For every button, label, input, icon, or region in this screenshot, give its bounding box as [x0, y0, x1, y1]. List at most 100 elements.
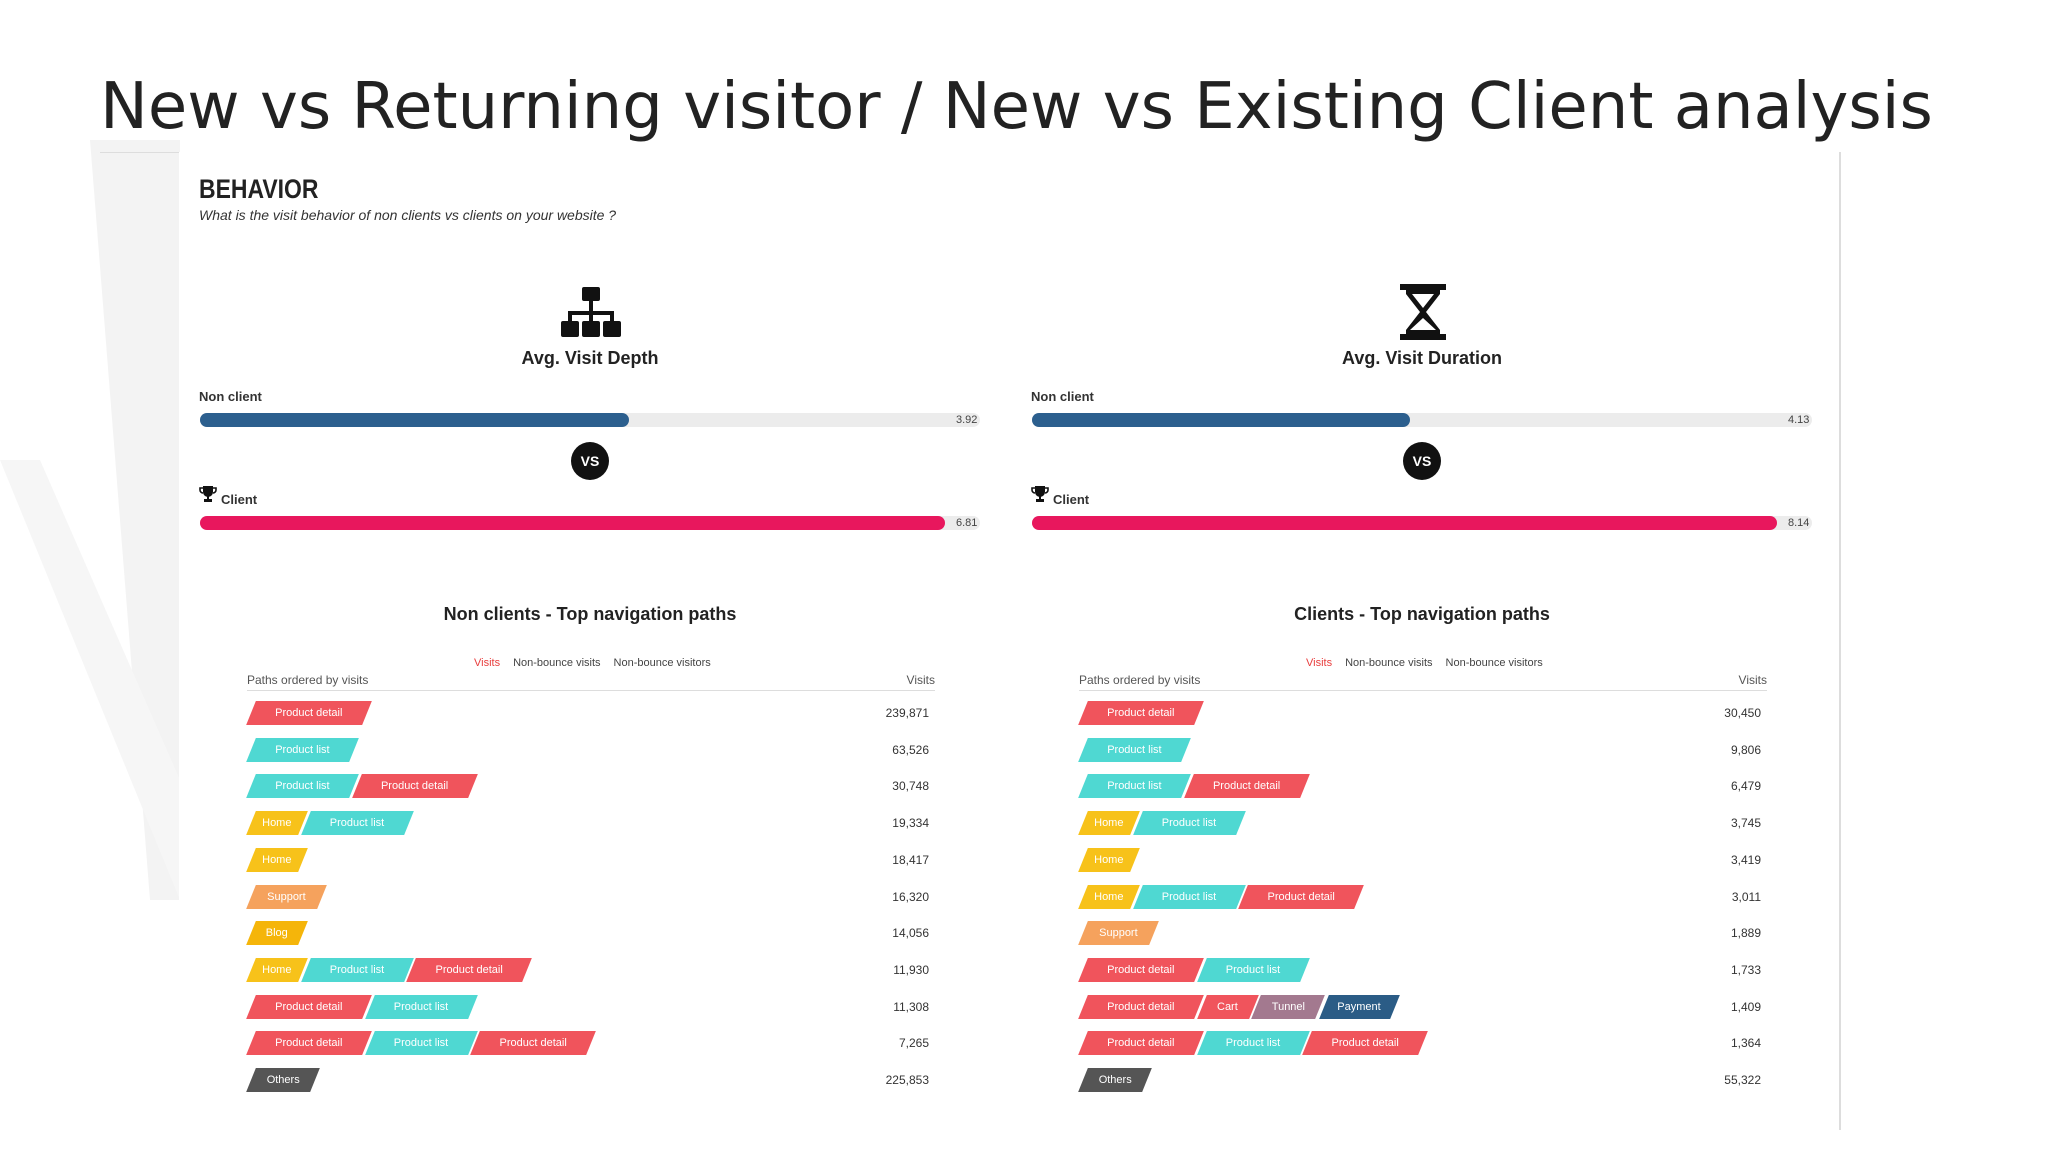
path-step: Product list: [1083, 738, 1186, 762]
column-header: Visits: [906, 673, 935, 687]
path-step: Blog: [251, 921, 303, 945]
path-step: Product list: [306, 958, 409, 982]
path-step: Product detail: [1083, 701, 1199, 725]
visits-value: 55,322: [1724, 1073, 1761, 1087]
visits-value: 7,265: [898, 1036, 929, 1051]
bar-track: [1032, 516, 1812, 530]
path-step: Product detail: [1083, 958, 1199, 982]
path-step: Tunnel: [1256, 995, 1320, 1019]
bar-label: Client: [221, 492, 258, 507]
section-title: BEHAVIOR: [199, 174, 319, 204]
visits-value: 11,308: [893, 999, 929, 1014]
visits-value: 18,417: [892, 852, 929, 867]
path-step: Product detail: [1083, 995, 1199, 1019]
bar-value: 3.92: [956, 414, 978, 426]
trophy-icon: [199, 486, 217, 502]
visits-value: 1,889: [1730, 926, 1761, 941]
hourglass-icon: [1400, 284, 1446, 340]
path-step: Home: [1083, 885, 1135, 909]
path-step: Product list: [251, 774, 354, 798]
tab[interactable]: Non-bounce visitors: [613, 657, 711, 669]
path-step: Product detail: [251, 995, 367, 1019]
path-step: Home: [251, 958, 303, 982]
path-step: Others: [251, 1068, 315, 1092]
path-step: Product detail: [1307, 1031, 1423, 1055]
visits-value: 16,320: [892, 889, 929, 904]
path-step: Payment: [1324, 995, 1395, 1019]
vs-badge: VS: [1403, 442, 1441, 480]
bar-track: [1032, 413, 1812, 427]
bar-fill: [1032, 516, 1777, 530]
path-step: Product list: [1202, 958, 1305, 982]
vs-badge: VS: [571, 442, 609, 480]
path-step: Home: [251, 848, 303, 872]
bar-label: Client: [1053, 492, 1090, 507]
bar-value: 6.81: [956, 517, 978, 529]
path-step: Product list: [1138, 811, 1241, 835]
path-step: Product list: [1138, 885, 1241, 909]
path-step: Product list: [370, 1031, 473, 1055]
bar-fill: [1032, 413, 1410, 427]
bar-label: Non client: [1031, 389, 1094, 404]
path-step: Product detail: [411, 958, 527, 982]
visits-value: 3,011: [1731, 889, 1761, 904]
watermark: [0, 140, 180, 900]
header-rule: [1079, 690, 1767, 691]
path-step: Home: [251, 811, 303, 835]
column-header: Paths ordered by visits: [1079, 673, 1201, 687]
bar-label: Non client: [199, 389, 262, 404]
path-step: Product detail: [357, 774, 473, 798]
path-step: Product list: [251, 738, 354, 762]
path-step: Product detail: [1243, 885, 1359, 909]
path-step: Product detail: [1189, 774, 1305, 798]
bar-track: [200, 516, 980, 530]
bar-fill: [200, 516, 945, 530]
visits-value: 239,871: [885, 706, 929, 720]
tab[interactable]: Non-bounce visits: [1345, 657, 1433, 669]
column-header: Paths ordered by visits: [247, 673, 369, 687]
visits-value: 63,526: [892, 742, 929, 757]
visits-value: 3,745: [1730, 816, 1761, 831]
column-header: Visits: [1738, 673, 1767, 687]
visits-value: 1,409: [1730, 999, 1761, 1014]
section-subtitle: What is the visit behavior of non client…: [199, 207, 617, 223]
sitemap-icon: [561, 287, 621, 337]
path-step: Product list: [1083, 774, 1186, 798]
visits-value: 1,364: [1730, 1036, 1761, 1051]
visits-value: 225,853: [885, 1073, 929, 1087]
slide-title: New vs Returning visitor / New vs Existi…: [100, 70, 1933, 144]
path-step: Others: [1083, 1068, 1147, 1092]
table-title: Non clients - Top navigation paths: [443, 604, 737, 624]
path-step: Product detail: [1083, 1031, 1199, 1055]
path-step: Product detail: [251, 701, 367, 725]
visits-value: 9,806: [1730, 742, 1761, 757]
path-step: Home: [1083, 811, 1135, 835]
path-step: Product list: [370, 995, 473, 1019]
path-step: Cart: [1202, 995, 1254, 1019]
metric-label: Avg. Visit Depth: [521, 348, 659, 368]
bar-value: 4.13: [1788, 414, 1810, 426]
path-step: Support: [251, 885, 322, 909]
table-title: Clients - Top navigation paths: [1294, 604, 1550, 624]
visits-value: 30,450: [1724, 706, 1761, 720]
path-step: Product detail: [475, 1031, 591, 1055]
visits-value: 14,056: [892, 926, 929, 941]
visits-value: 19,334: [892, 816, 929, 831]
visits-value: 6,479: [1730, 779, 1761, 794]
dashboard-panel: [179, 152, 1841, 1130]
visits-value: 3,419: [1730, 852, 1761, 867]
visits-value: 30,748: [892, 779, 929, 794]
visits-value: 11,930: [893, 962, 929, 977]
tab[interactable]: Visits: [1306, 657, 1333, 669]
trophy-icon: [1031, 486, 1049, 502]
tab[interactable]: Non-bounce visits: [513, 657, 601, 669]
bar-value: 8.14: [1788, 517, 1810, 529]
tab[interactable]: Non-bounce visitors: [1445, 657, 1543, 669]
path-step: Product detail: [251, 1031, 367, 1055]
tab[interactable]: Visits: [474, 657, 501, 669]
bar-track: [200, 413, 980, 427]
path-step: Home: [1083, 848, 1135, 872]
visits-value: 1,733: [1730, 962, 1761, 977]
path-step: Product list: [306, 811, 409, 835]
